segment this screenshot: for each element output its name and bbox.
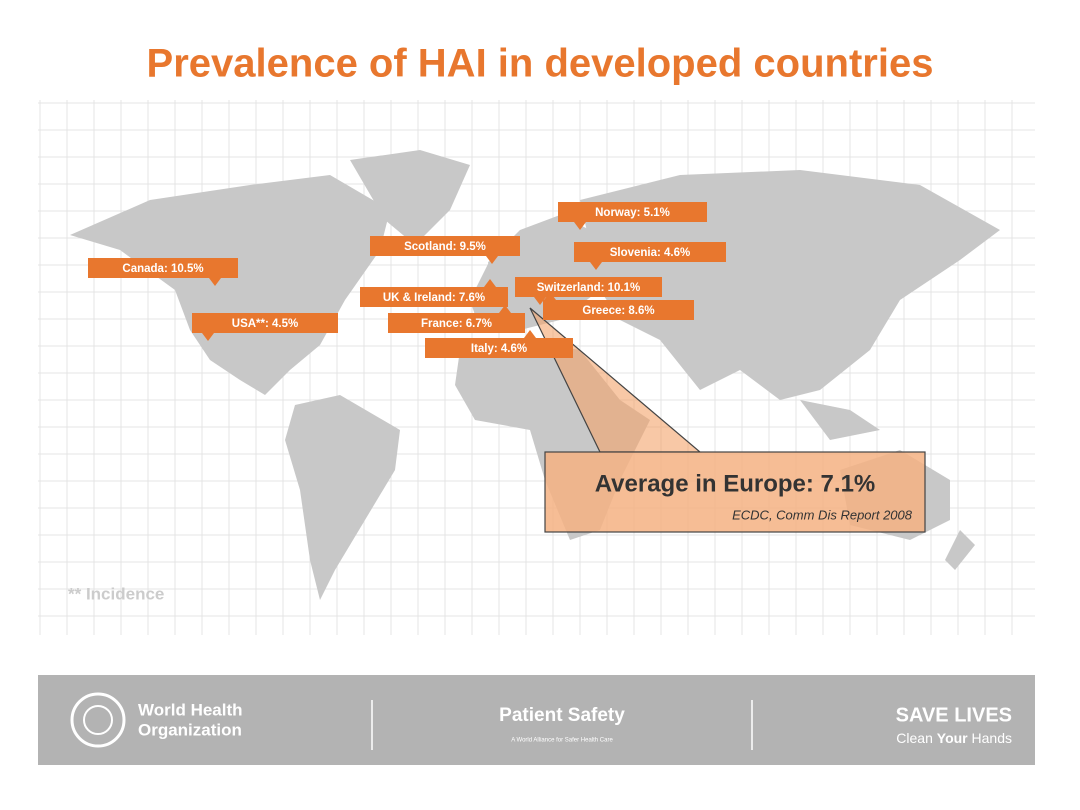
label-box xyxy=(574,242,726,262)
right-subtitle: Clean Your Hands xyxy=(896,730,1012,746)
label-pointer xyxy=(486,256,498,264)
label-box xyxy=(425,338,573,358)
label-box xyxy=(370,236,520,256)
right-sub-b: Your xyxy=(937,730,968,746)
label-box xyxy=(388,313,525,333)
label-pointer xyxy=(202,333,214,341)
label-pointer xyxy=(544,292,556,300)
label-text: USA**: 4.5% xyxy=(232,318,298,330)
label-text: UK & Ireland: 7.6% xyxy=(383,292,485,304)
who-logo xyxy=(70,692,126,748)
label-text: Italy: 4.6% xyxy=(471,343,527,355)
label-text: Norway: 5.1% xyxy=(595,207,670,219)
label-text: France: 6.7% xyxy=(421,318,492,330)
label-pointer xyxy=(534,297,546,305)
right-sub-c: Hands xyxy=(972,730,1012,746)
footnote: ** Incidence xyxy=(68,584,164,603)
footer-bar xyxy=(38,675,1035,765)
label-text: Switzerland: 10.1% xyxy=(537,282,641,294)
callout-source: ECDC, Comm Dis Report 2008 xyxy=(732,507,913,522)
callout-box xyxy=(544,451,926,533)
country-labels: Canada: 10.5% USA**: 4.5% Scotland: 9.5% No… xyxy=(88,202,726,358)
label-pointer xyxy=(524,330,536,338)
label-text: Scotland: 9.5% xyxy=(404,241,486,253)
label-box xyxy=(88,258,238,278)
label-box xyxy=(192,313,338,333)
org-line2: Organization xyxy=(138,720,242,739)
label-pointer xyxy=(499,305,511,313)
label-box xyxy=(543,300,694,320)
callout-heading: Average in Europe: 7.1% xyxy=(595,470,876,497)
title: Prevalence of HAI in developed countries xyxy=(147,42,934,86)
label-box xyxy=(515,277,662,297)
label-text: Slovenia: 4.6% xyxy=(610,247,691,259)
label-box xyxy=(558,202,707,222)
label-pointer xyxy=(209,278,221,286)
right-sub-a: Clean xyxy=(896,730,933,746)
center-title: Patient Safety xyxy=(499,705,625,726)
label-text: Canada: 10.5% xyxy=(122,263,203,275)
center-subtitle: A World Alliance for Safer Health Care xyxy=(511,738,613,744)
label-pointer xyxy=(484,279,496,287)
label-text: Greece: 8.6% xyxy=(582,305,654,317)
who-logo-inner xyxy=(83,705,113,735)
label-pointer xyxy=(574,222,586,230)
label-box xyxy=(360,287,508,307)
label-pointer xyxy=(590,262,602,270)
org-line1: World Health xyxy=(138,700,243,719)
right-title: SAVE LIVES xyxy=(896,704,1012,726)
